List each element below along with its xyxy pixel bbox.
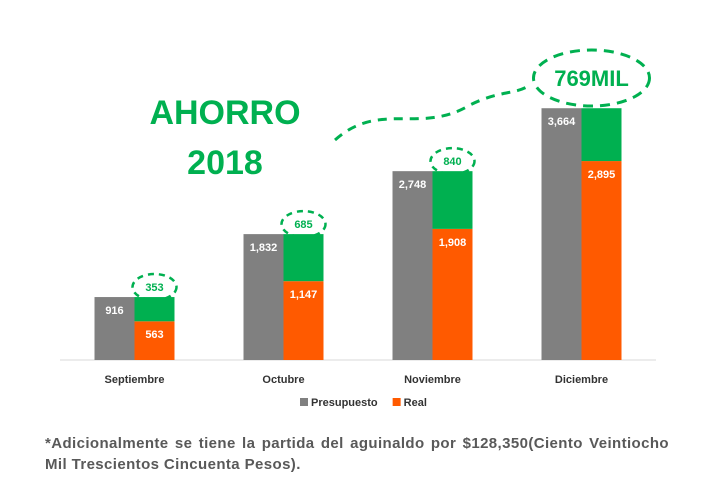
bar-savings	[581, 108, 622, 162]
savings-label: 840	[443, 156, 461, 168]
x-tick-label: Noviembre	[404, 374, 461, 386]
savings-label: 685	[294, 219, 312, 231]
legend-swatch	[392, 398, 401, 406]
highlight-ellipse	[280, 209, 327, 239]
chart: AHORRO 2018 916 563 353 Septiembre 1,832 1,147 6…	[60, 48, 656, 409]
savings-label: 769MIL	[554, 66, 629, 91]
legend-swatch	[300, 398, 308, 406]
highlight-ellipse	[429, 146, 476, 176]
legend-label: Presupuesto	[311, 397, 378, 409]
value-label: 1,832	[250, 242, 278, 254]
value-label: 2,748	[399, 179, 427, 191]
savings-label: 353	[145, 282, 163, 294]
bar-presupuesto	[94, 297, 135, 360]
x-tick-label: Diciembre	[555, 374, 608, 386]
legend-label: Real	[404, 397, 427, 409]
value-label: 916	[105, 305, 123, 317]
x-tick-label: Octubre	[262, 374, 304, 386]
chart-title: 2018	[187, 144, 263, 182]
value-label: 1,147	[290, 289, 318, 301]
bar-real	[581, 161, 622, 360]
highlight-ellipse	[532, 48, 651, 108]
value-label: 2,895	[588, 169, 616, 181]
bar-real	[283, 281, 324, 360]
bar-real	[432, 228, 473, 360]
value-label: 563	[145, 329, 163, 341]
bar-presupuesto	[392, 171, 433, 360]
x-tick-label: Septiembre	[105, 374, 165, 386]
value-label: 1,908	[439, 237, 467, 249]
footnote: *Adicionalmente se tiene la partida del …	[45, 435, 669, 473]
bar-real	[134, 321, 175, 360]
highlight-ellipse	[131, 272, 178, 302]
bar-presupuesto	[243, 234, 284, 360]
bar-savings	[432, 171, 473, 229]
value-label: 3,664	[548, 116, 576, 128]
bar-savings	[283, 234, 324, 282]
connector	[334, 83, 531, 142]
chart-title: AHORRO	[149, 94, 300, 132]
bar-presupuesto	[541, 108, 582, 360]
